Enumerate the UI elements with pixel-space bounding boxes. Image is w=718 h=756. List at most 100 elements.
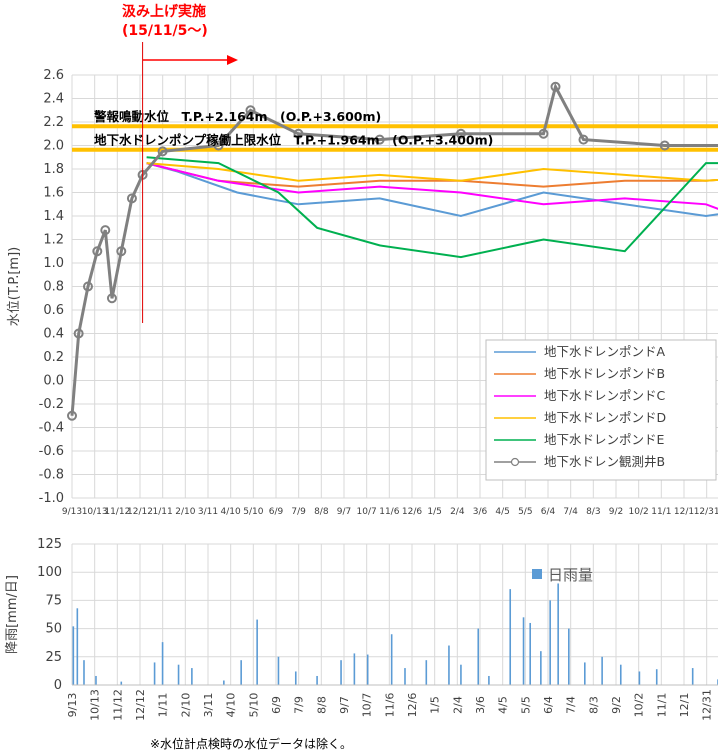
series-point	[245, 105, 256, 116]
x-tick-label: 7/9	[293, 696, 306, 714]
rainfall-bars	[72, 583, 718, 685]
rain-bar	[477, 628, 480, 685]
x-tick-label: 6/4	[541, 507, 556, 517]
x-tick-label: 7/4	[563, 507, 578, 517]
water-level-legend: 地下水ドレンポンドA 地下水ドレンポンドB 地下水ドレンポンドC 地下水ドレンポンドD…	[485, 339, 717, 481]
x-tick-label: 8/8	[315, 696, 328, 714]
x-tick-label: 2/10	[179, 693, 192, 718]
y-tick-label: 125	[37, 537, 62, 552]
rain-bar	[191, 668, 193, 685]
y-tick-label: 25	[45, 650, 62, 665]
legend-label: 地下水ドレンポンドB	[544, 366, 665, 381]
series-point	[106, 293, 117, 304]
y-tick-label: 2.2	[43, 115, 64, 130]
series-point	[455, 128, 466, 139]
rain-bar	[223, 680, 225, 685]
y-tick-label: 0	[54, 678, 62, 693]
y-tick-label: 50	[45, 622, 62, 637]
x-tick-label: 11/1	[655, 693, 668, 718]
x-tick-label: 12/12	[134, 689, 147, 721]
legend-label: 地下水ドレンポンドD	[544, 410, 666, 425]
rain-bar	[72, 626, 75, 685]
water-level-axes: 2.6 2.4 2.2 2.0 1.8 1.6 1.4 1.2 1.0 0.8 0.6 0.4 0.2 0…	[7, 68, 718, 517]
y-tick-label: 0.6	[43, 303, 64, 318]
series-point	[538, 128, 549, 139]
reference-line-label: 地下水ドレンポンプ稼働上限水位 T.P.+1.964m (O.P.+3.400m…	[94, 133, 493, 148]
x-tick-label: 5/10	[247, 693, 260, 718]
rain-bar	[256, 619, 258, 685]
rain-bar	[448, 645, 450, 685]
x-tick-label: 9/7	[338, 696, 351, 714]
y-tick-label: -0.8	[39, 468, 64, 483]
y-axis-label: 水位(T.P.[m])	[7, 247, 22, 326]
x-tick-label: 9/13	[62, 507, 82, 517]
rain-bar	[366, 654, 369, 685]
rain-bar	[294, 671, 297, 685]
x-tick-label: 3/11	[202, 693, 215, 718]
rain-bar	[353, 653, 356, 685]
rain-bar	[240, 660, 242, 685]
legend-label: 地下水ドレンポンドA	[544, 344, 666, 359]
series-point	[92, 246, 103, 257]
x-tick-label: 6/9	[270, 696, 283, 714]
rainfall-axes: 125 100 75 50 25 0 9/13 10/13 11/12 12/12 1/11 2/10…	[5, 537, 718, 721]
rain-bar	[557, 583, 559, 685]
rain-bar	[404, 668, 406, 685]
legend-label: 地下水ドレン観測井B	[544, 454, 665, 469]
x-tick-label: 4/10	[225, 693, 238, 718]
series-point	[126, 193, 137, 204]
x-tick-label: 4/10	[221, 507, 241, 517]
y-tick-label: 0.0	[43, 374, 64, 389]
x-tick-label: 10/7	[361, 693, 374, 718]
rain-bar	[619, 664, 622, 685]
x-tick-label: 3/6	[474, 696, 487, 714]
x-tick-label: 8/3	[587, 696, 600, 714]
x-tick-label: 12/6	[406, 693, 419, 718]
x-tick-label: 3/11	[198, 507, 218, 517]
x-tick-label: 11/12	[111, 689, 124, 721]
rain-bar	[277, 656, 280, 685]
y-tick-label: 2.4	[43, 92, 64, 107]
pumping-arrow-head	[227, 55, 238, 65]
y-tick-label: 2.0	[43, 139, 64, 154]
y-axis-label: 降雨[mm/日]	[5, 575, 20, 654]
series-line	[146, 162, 718, 182]
x-tick-label: 1/11	[157, 693, 170, 718]
rainfall-legend: 日雨量	[532, 566, 593, 584]
rain-bar	[95, 675, 97, 685]
y-tick-label: 0.8	[43, 280, 64, 295]
pumping-annotation-line2: (15/11/5〜)	[122, 23, 208, 39]
legend-label: 日雨量	[548, 566, 593, 584]
y-tick-label: -1.0	[39, 491, 64, 506]
x-tick-label: 11/6	[379, 507, 399, 517]
legend-swatch	[532, 569, 542, 579]
rain-bar	[691, 668, 694, 685]
rain-bar	[549, 600, 551, 685]
x-tick-label: 1/11	[153, 507, 173, 517]
y-tick-label: -0.4	[39, 421, 64, 436]
y-tick-label: -0.6	[39, 444, 64, 459]
x-tick-label: 5/5	[519, 696, 532, 714]
series-line	[146, 156, 718, 259]
series-point	[82, 281, 93, 292]
x-tick-label: 12/12	[127, 507, 153, 517]
rain-bar	[177, 664, 180, 685]
rain-bar	[568, 628, 570, 685]
x-tick-label: 8/3	[586, 507, 600, 517]
series-point	[578, 134, 589, 145]
rain-bar	[340, 660, 342, 685]
reference-line-label: 警報鳴動水位 T.P.+2.164m (O.P.+3.600m)	[93, 109, 381, 124]
x-tick-label: 3/6	[473, 507, 488, 517]
series-line	[70, 82, 718, 416]
rain-bar	[584, 662, 586, 685]
rainfall-grid	[71, 543, 718, 686]
rain-bar	[120, 681, 123, 685]
water-level-series	[67, 81, 718, 421]
legend-label: 地下水ドレンポンドC	[544, 388, 666, 403]
series-point	[659, 140, 670, 151]
series-point	[116, 246, 127, 257]
x-tick-label: 9/2	[610, 696, 623, 714]
water-level-chart: 2.6 2.4 2.2 2.0 1.8 1.6 1.4 1.2 1.0 0.8 0.6 0.4 0.2 0…	[5, 42, 718, 721]
x-tick-label: 2/10	[175, 507, 195, 517]
y-tick-label: 75	[45, 593, 62, 608]
